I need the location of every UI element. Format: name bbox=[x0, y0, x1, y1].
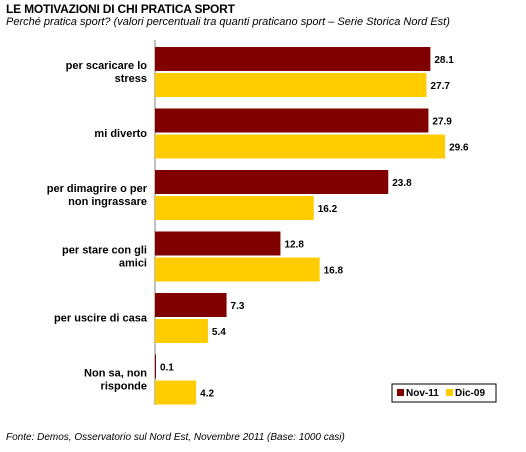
bar-nov-11 bbox=[155, 354, 156, 379]
category-label: Non sa, non risponde bbox=[84, 368, 147, 393]
value-label-dic-09: 4.2 bbox=[200, 389, 214, 400]
bar-nov-11 bbox=[155, 231, 281, 256]
bar-dic-09 bbox=[155, 257, 320, 282]
bars bbox=[155, 47, 446, 405]
category-label-line: per stare con gli bbox=[62, 245, 147, 257]
category-label: per uscire di casa bbox=[54, 313, 148, 325]
legend: Nov-11 Dic-09 bbox=[391, 383, 497, 403]
bar-chart: per scaricare lo stress mi diverto per dima… bbox=[47, 40, 497, 405]
category-label-line: risponde bbox=[101, 381, 147, 393]
category-label-line: non ingrassare bbox=[68, 196, 147, 208]
value-label-nov-11: 0.1 bbox=[160, 363, 174, 374]
category-label-line: Non sa, non bbox=[84, 368, 147, 380]
value-label-dic-09: 27.7 bbox=[430, 81, 450, 92]
bar-dic-09 bbox=[155, 73, 427, 97]
chart-title: LE MOTIVAZIONI DI CHI PRATICA SPORT bbox=[6, 2, 235, 16]
value-labels: 28.1 27.7 27.9 29.6 23.8 16.2 12.8 16.8 7.3 5.4 0.… bbox=[160, 55, 469, 400]
category-label-line: per scaricare lo bbox=[66, 60, 148, 72]
value-label-nov-11: 23.8 bbox=[392, 178, 412, 189]
value-label-nov-11: 27.9 bbox=[432, 117, 452, 128]
value-label-dic-09: 29.6 bbox=[449, 143, 469, 154]
value-label-dic-09: 5.4 bbox=[212, 327, 226, 338]
value-label-nov-11: 7.3 bbox=[231, 301, 245, 312]
category-label-line: mi diverto bbox=[94, 128, 147, 140]
legend-swatch-nov-11 bbox=[397, 389, 404, 396]
legend-swatch-dic-09 bbox=[446, 389, 453, 396]
bar-nov-11 bbox=[155, 47, 431, 71]
legend-box bbox=[391, 383, 497, 403]
bar-dic-09 bbox=[155, 380, 197, 405]
category-label-line: per uscire di casa bbox=[54, 313, 148, 325]
chart-subtitle: Perché pratica sport? (valori percentual… bbox=[6, 16, 450, 28]
category-label: per dimagrire o per non ingrassare bbox=[47, 183, 148, 208]
category-label-line: amici bbox=[119, 258, 147, 270]
category-labels: per scaricare lo stress mi diverto per dima… bbox=[47, 60, 148, 393]
bar-dic-09 bbox=[155, 196, 314, 220]
bar-nov-11 bbox=[155, 293, 227, 317]
category-label: per stare con gli amici bbox=[62, 245, 147, 270]
category-label: mi diverto bbox=[94, 128, 147, 140]
source-note: Fonte: Demos, Osservatorio sul Nord Est,… bbox=[6, 432, 345, 443]
category-label: per scaricare lo stress bbox=[66, 60, 148, 85]
bar-dic-09 bbox=[155, 134, 446, 159]
bar-dic-09 bbox=[155, 319, 208, 343]
category-label-line: stress bbox=[115, 73, 147, 85]
value-label-nov-11: 12.8 bbox=[284, 240, 304, 251]
legend-label-nov-11: Nov-11 bbox=[406, 388, 439, 399]
value-label-dic-09: 16.2 bbox=[318, 204, 338, 215]
value-label-nov-11: 28.1 bbox=[434, 55, 454, 66]
value-label-dic-09: 16.8 bbox=[324, 266, 344, 277]
legend-label-dic-09: Dic-09 bbox=[455, 388, 485, 399]
category-label-line: per dimagrire o per bbox=[47, 183, 148, 195]
bar-nov-11 bbox=[155, 170, 389, 194]
bar-nov-11 bbox=[155, 108, 429, 133]
